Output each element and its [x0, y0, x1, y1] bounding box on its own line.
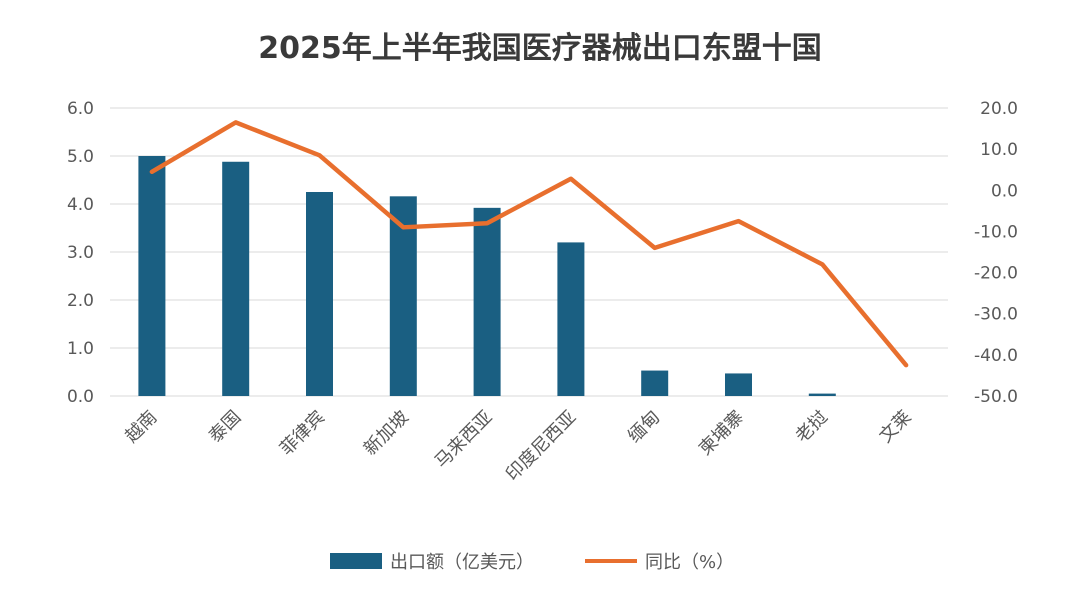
- yoy-line: [149, 120, 909, 368]
- left-axis: 0.0 1.0 2.0 3.0 4.0 5.0 6.0: [67, 99, 94, 407]
- left-tick-label: 3.0: [67, 243, 94, 263]
- category-label: 柬埔寨: [695, 407, 748, 460]
- x-axis: 越南 泰国 菲律宾 新加坡 马来西亚 印度尼西亚 缅甸 柬埔寨 老挝 文莱: [121, 407, 916, 485]
- line-series: [149, 120, 909, 368]
- right-tick-label: -50.0: [974, 387, 1018, 407]
- chart-title: 2025年上半年我国医疗器械出口东盟十国: [258, 31, 822, 66]
- legend-bar-swatch: [330, 553, 382, 569]
- left-tick-label: 4.0: [67, 195, 94, 215]
- category-label: 越南: [121, 407, 161, 447]
- category-label: 马来西亚: [431, 407, 497, 473]
- bar: [473, 207, 501, 396]
- left-tick-label: 6.0: [67, 99, 94, 119]
- right-tick-label: -40.0: [974, 346, 1018, 366]
- right-tick-label: 0.0: [991, 181, 1018, 201]
- category-label: 文莱: [875, 407, 915, 447]
- bar: [641, 370, 669, 396]
- category-label: 泰国: [205, 407, 245, 447]
- left-tick-label: 2.0: [67, 291, 94, 311]
- category-label: 菲律宾: [276, 407, 329, 460]
- bar: [306, 192, 333, 396]
- right-tick-label: -20.0: [974, 264, 1018, 284]
- right-axis: -50.0 -40.0 -30.0 -20.0 -10.0 0.0 10.0 20.0: [974, 99, 1018, 407]
- left-tick-label: 5.0: [67, 147, 94, 167]
- legend-bar-label: 出口额（亿美元）: [390, 552, 534, 573]
- bar: [389, 196, 417, 396]
- right-tick-label: 20.0: [980, 99, 1018, 119]
- legend: 出口额（亿美元） 同比（%）: [330, 552, 734, 573]
- left-tick-label: 0.0: [67, 387, 94, 407]
- category-label: 缅甸: [624, 407, 664, 447]
- right-tick-label: -10.0: [974, 222, 1018, 242]
- category-label: 老挝: [792, 407, 832, 447]
- bar: [222, 161, 250, 396]
- left-tick-label: 1.0: [67, 339, 94, 359]
- bar: [557, 242, 585, 396]
- bar: [138, 156, 166, 396]
- right-tick-label: 10.0: [980, 140, 1018, 160]
- category-label: 新加坡: [360, 407, 413, 460]
- bar: [808, 393, 836, 396]
- right-tick-label: -30.0: [974, 305, 1018, 325]
- bar-series: [138, 156, 836, 396]
- bar: [725, 373, 752, 396]
- legend-line-label: 同比（%）: [645, 552, 734, 573]
- category-label: 印度尼西亚: [502, 407, 580, 485]
- gridlines: [110, 107, 948, 397]
